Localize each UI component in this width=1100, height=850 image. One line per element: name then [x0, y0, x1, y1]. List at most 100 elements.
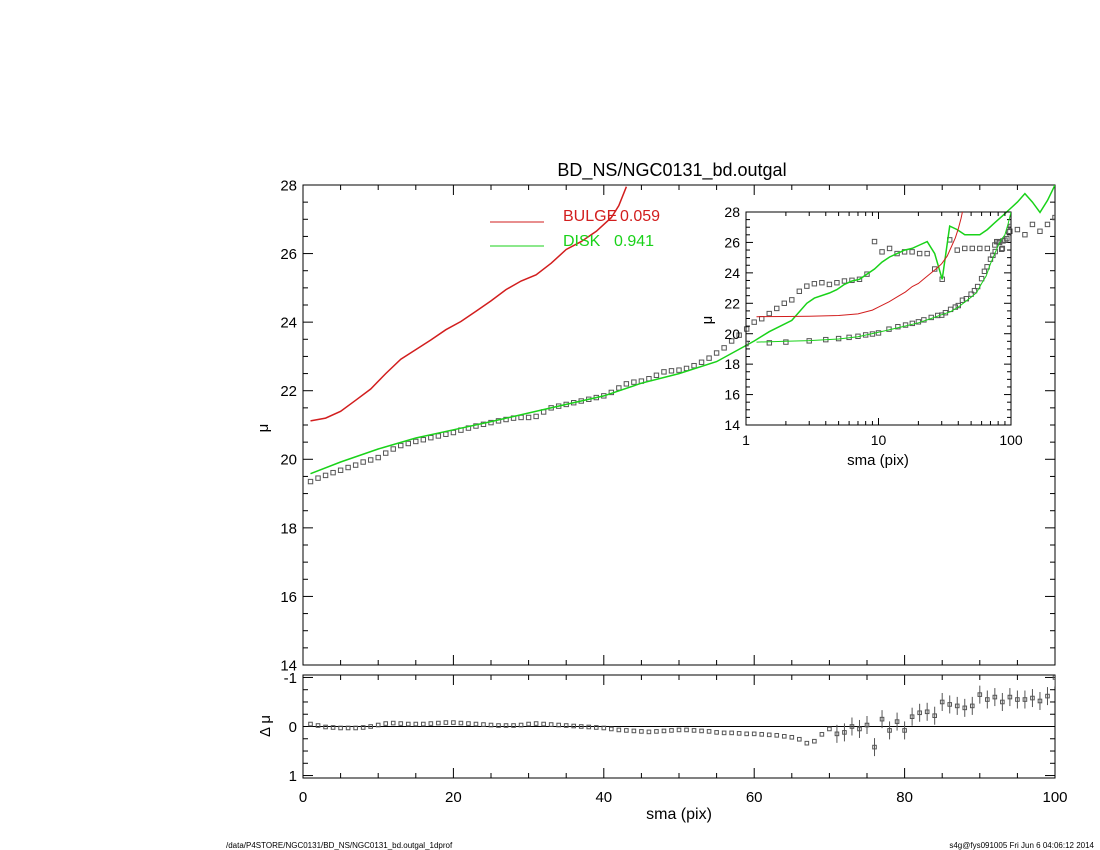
- main-data-point: [713, 350, 720, 356]
- inset-data-point: [959, 297, 966, 303]
- main-data-point: [743, 326, 750, 332]
- main-data-point: [796, 288, 803, 294]
- main-data-point: [390, 446, 396, 452]
- residual-data-point: [375, 722, 381, 728]
- residual-data-point: [872, 744, 877, 750]
- inset-data-point: [1005, 229, 1011, 235]
- residual-data-point: [887, 728, 892, 733]
- main-data-point: [518, 414, 524, 421]
- main-data-point: [413, 438, 419, 445]
- main-data-point: [1044, 221, 1051, 228]
- residual-data-point: [428, 721, 434, 726]
- residual-data-point: [541, 721, 546, 727]
- residual-x-tick-label: 20: [445, 789, 462, 806]
- main-data-point: [420, 437, 427, 443]
- residual-data-point: [789, 734, 795, 740]
- main-y-tick-label: 16: [280, 589, 297, 606]
- residual-data-point: [902, 728, 907, 733]
- residual-data-point: [774, 733, 780, 738]
- inset-y-tick-label: 28: [724, 204, 740, 220]
- residual-data-point: [977, 692, 983, 697]
- residual-data-point: [563, 723, 569, 728]
- inset-data-point: [1008, 223, 1011, 230]
- legend-bulge-label: BULGE: [563, 208, 617, 225]
- main-data-point: [864, 271, 870, 277]
- main-bulge-line: [310, 186, 628, 422]
- footer-file-path: /data/P4STORE/NGC0131/BD_NS/NGC0131_bd.o…: [226, 841, 453, 850]
- residual-data-point: [421, 721, 426, 727]
- main-data-point: [969, 245, 975, 252]
- residual-data-point: [691, 728, 697, 733]
- residual-data-point: [1007, 694, 1013, 700]
- main-data-point: [894, 250, 900, 257]
- residual-data-point: [729, 730, 734, 736]
- main-data-point: [1037, 228, 1043, 234]
- residual-data-point: [985, 697, 990, 702]
- residual-data-point: [947, 702, 953, 707]
- main-y-tick-label: 28: [280, 177, 297, 194]
- residual-data-point: [481, 722, 486, 727]
- residual-y-tick-label: 0: [289, 719, 297, 736]
- inset-plot-frame: [745, 211, 1012, 426]
- residual-data-point: [390, 720, 396, 726]
- main-data-point: [931, 266, 938, 272]
- residual-data-point: [1022, 697, 1028, 702]
- main-data-point: [367, 457, 374, 463]
- main-data-point: [977, 245, 983, 252]
- main-data-point: [721, 345, 727, 351]
- residual-data-point: [571, 723, 577, 729]
- residual-data-point: [548, 722, 554, 727]
- main-data-point: [999, 245, 1006, 252]
- residual-data-point: [797, 736, 802, 742]
- residual-data-point: [684, 727, 689, 733]
- main-data-point: [871, 238, 878, 245]
- inset-data-point: [766, 340, 773, 346]
- residual-data-point: [954, 703, 960, 709]
- residual-x-tick-label: 0: [299, 789, 307, 806]
- residual-data-point: [699, 728, 704, 734]
- main-data-point: [1022, 232, 1028, 238]
- main-data-point: [623, 381, 630, 387]
- residual-data-point: [1015, 697, 1020, 702]
- main-data-point: [886, 245, 893, 252]
- main-y-axis-label: μ: [255, 424, 272, 433]
- residual-data-point: [578, 724, 584, 729]
- residual-data-point: [503, 723, 509, 728]
- inset-data-point: [996, 239, 1003, 246]
- main-data-point: [751, 319, 757, 325]
- residual-data-point: [398, 721, 404, 726]
- residual-data-point: [601, 725, 607, 731]
- residual-data-point: [864, 722, 870, 728]
- inset-y-tick-label: 26: [724, 234, 740, 250]
- residual-data-point: [766, 732, 772, 738]
- inset-data-point: [971, 287, 978, 294]
- main-data-point: [879, 249, 885, 255]
- residual-data-point: [383, 721, 389, 726]
- main-y-tick-label: 14: [280, 657, 297, 674]
- main-data-point: [315, 475, 321, 481]
- residual-data-point: [661, 728, 667, 734]
- main-data-point: [834, 280, 840, 286]
- main-y-tick-label: 26: [280, 246, 297, 263]
- residual-data-point: [1045, 693, 1050, 699]
- inset-y-tick-label: 18: [724, 356, 740, 372]
- residual-data-point: [669, 728, 674, 733]
- residual-data-point: [924, 709, 930, 715]
- main-data-point: [781, 300, 787, 306]
- residual-data-point: [639, 729, 644, 734]
- residual-data-point: [804, 740, 810, 746]
- residual-data-point: [466, 721, 471, 726]
- inset-data-point: [998, 246, 1005, 252]
- main-data-point: [826, 281, 833, 288]
- main-data-point: [698, 359, 705, 365]
- main-data-point: [1014, 226, 1021, 233]
- main-data-point: [631, 379, 637, 385]
- main-data-point: [435, 433, 442, 439]
- residual-data-point: [736, 731, 742, 736]
- main-data-point: [811, 281, 818, 287]
- residual-data-point: [443, 720, 449, 725]
- main-data-point: [322, 472, 329, 479]
- main-data-point: [916, 250, 923, 257]
- residual-data-point: [488, 722, 494, 728]
